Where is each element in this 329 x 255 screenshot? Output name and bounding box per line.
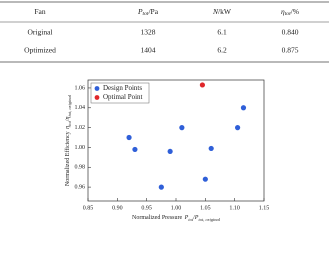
text-part: N	[212, 7, 219, 16]
table-cell: Optimized	[24, 46, 56, 55]
text-part: η	[281, 7, 285, 16]
y-tick-label: 1.02	[75, 125, 86, 131]
table-cell: 1404	[141, 46, 156, 55]
axes: 0.85 0.90 0.95 1.00 1.05 1.10 1.15 0.96 0.98 1.00…	[64, 85, 269, 223]
legend-marker	[94, 86, 100, 91]
point	[179, 125, 185, 131]
point	[126, 134, 132, 141]
point	[132, 146, 138, 153]
text-part: /kW	[218, 7, 232, 16]
x-tick-label: 1.10	[229, 205, 240, 211]
text-part: η	[65, 126, 71, 129]
text-part: /	[65, 119, 71, 121]
text-part: /	[193, 215, 195, 221]
x-tick-label: 0.90	[112, 205, 123, 211]
text-part: /Pa	[148, 7, 158, 16]
y-tick-label: 1.00	[75, 145, 86, 151]
table-header-cell: Ptot/Pa	[137, 7, 159, 17]
legend-marker	[94, 95, 100, 100]
text-part: Fan	[34, 7, 46, 16]
y-axis-label: Normalized Efficiencyηtot/ηtot, original	[64, 94, 72, 186]
y-tick-label: 1.06	[75, 85, 86, 91]
x-tick-label: 1.15	[259, 205, 270, 211]
legend-label: Optimal Point	[103, 93, 143, 101]
point	[202, 176, 208, 182]
text-part: P	[194, 215, 199, 221]
legend-label: Design Points	[103, 84, 142, 92]
text-part: tot	[188, 217, 194, 222]
point	[158, 184, 164, 190]
point	[208, 145, 214, 152]
text-part: η	[65, 116, 71, 119]
text-part: tot	[67, 120, 72, 126]
text-part: tot, original	[67, 94, 73, 116]
text-part: Normalized Pressure	[132, 215, 182, 221]
text-part: tot	[143, 11, 149, 17]
table-cell: 0.875	[282, 46, 299, 55]
table-cell: 1328	[141, 28, 156, 37]
y-tick-label: 1.04	[75, 105, 86, 111]
text-part: Normalized Efficiency	[64, 131, 71, 186]
point	[235, 125, 241, 131]
y-tick-label: 0.96	[75, 184, 86, 190]
x-tick-label: 1.00	[171, 205, 182, 211]
text-part: tot, original	[198, 217, 220, 223]
table-header-cell: ηtot/%	[281, 7, 299, 17]
legend-box	[90, 82, 150, 104]
point	[199, 82, 205, 88]
table-cell: 6.1	[217, 28, 227, 37]
x-tick-label: 0.95	[141, 205, 152, 211]
table-cell: 6.2	[217, 46, 227, 55]
text-part: tot	[285, 11, 291, 17]
text-part: P	[184, 215, 189, 221]
table: Fan Ptot/Pa N/kW ηtot/%Original 1328 6.1 0.840…	[0, 1, 329, 63]
x-tick-label: 1.05	[200, 205, 211, 211]
x-axis-label: Normalized Pressure Ptot/Ptot, original	[132, 215, 221, 222]
x-tick-label: 0.85	[83, 205, 94, 211]
text-part: P	[137, 7, 143, 16]
point	[240, 105, 247, 111]
table-cell: 0.840	[282, 28, 299, 37]
point	[167, 148, 173, 155]
y-tick-label: 0.98	[75, 165, 86, 171]
text-part: /%	[291, 7, 299, 16]
table-header-cell: N/kW	[212, 7, 232, 16]
table-cell: Original	[28, 28, 53, 37]
table-header-cell: Fan	[34, 7, 46, 16]
